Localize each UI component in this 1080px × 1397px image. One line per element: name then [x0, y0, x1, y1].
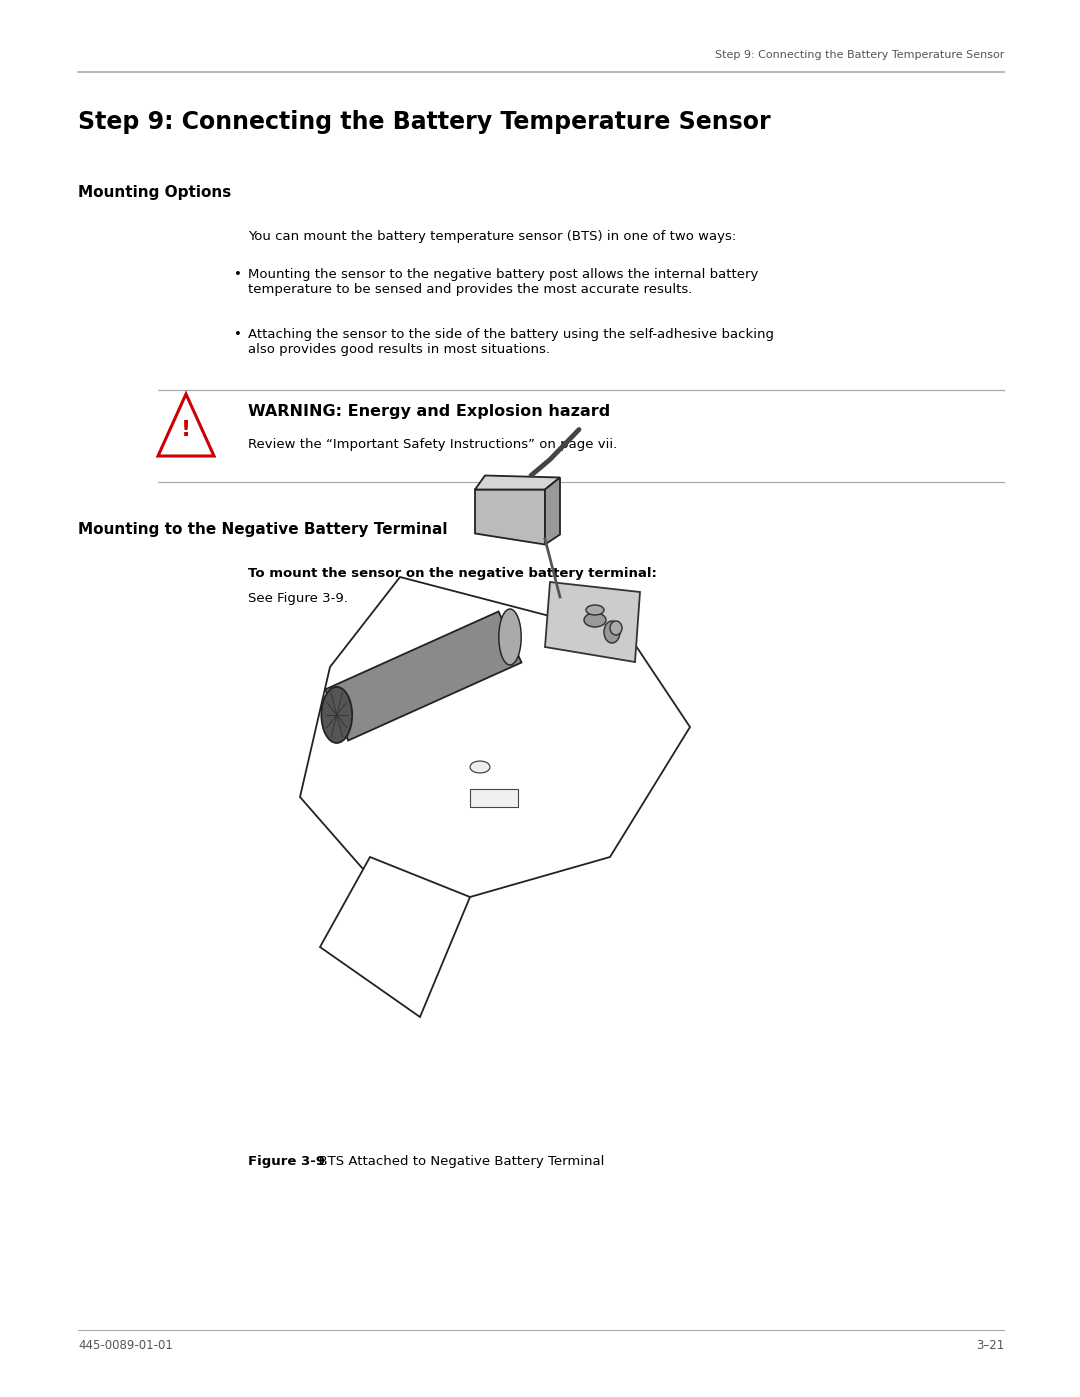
Ellipse shape — [604, 622, 620, 643]
Text: Mounting the sensor to the negative battery post allows the internal battery
tem: Mounting the sensor to the negative batt… — [248, 268, 758, 296]
Text: See Figure 3-9.: See Figure 3-9. — [248, 592, 348, 605]
Text: Step 9: Connecting the Battery Temperature Sensor: Step 9: Connecting the Battery Temperatu… — [715, 50, 1004, 60]
Ellipse shape — [322, 687, 352, 743]
Ellipse shape — [584, 613, 606, 627]
Polygon shape — [300, 577, 690, 897]
Polygon shape — [475, 475, 561, 489]
Text: Step 9: Connecting the Battery Temperature Sensor: Step 9: Connecting the Battery Temperatu… — [78, 110, 771, 134]
Polygon shape — [545, 478, 561, 545]
Polygon shape — [475, 489, 545, 545]
Text: 3–21: 3–21 — [975, 1338, 1004, 1352]
Text: !: ! — [181, 420, 191, 440]
Ellipse shape — [586, 605, 604, 615]
Ellipse shape — [499, 609, 522, 665]
Text: Mounting Options: Mounting Options — [78, 184, 231, 200]
Polygon shape — [545, 583, 640, 662]
Text: Attaching the sensor to the side of the battery using the self-adhesive backing
: Attaching the sensor to the side of the … — [248, 328, 774, 356]
Text: 445-0089-01-01: 445-0089-01-01 — [78, 1338, 173, 1352]
Text: Review the “Important Safety Instructions” on page vii.: Review the “Important Safety Instruction… — [248, 439, 618, 451]
Ellipse shape — [610, 622, 622, 636]
Polygon shape — [470, 789, 518, 807]
Text: To mount the sensor on the negative battery terminal:: To mount the sensor on the negative batt… — [248, 567, 657, 580]
Ellipse shape — [470, 761, 490, 773]
Text: You can mount the battery temperature sensor (BTS) in one of two ways:: You can mount the battery temperature se… — [248, 231, 737, 243]
Text: Figure 3-9: Figure 3-9 — [248, 1155, 325, 1168]
Text: •: • — [234, 268, 242, 281]
Text: WARNING: Energy and Explosion hazard: WARNING: Energy and Explosion hazard — [248, 404, 610, 419]
Text: •: • — [234, 328, 242, 341]
Polygon shape — [158, 394, 214, 455]
Text: Mounting to the Negative Battery Terminal: Mounting to the Negative Battery Termina… — [78, 522, 447, 536]
Polygon shape — [320, 856, 470, 1017]
Text: BTS Attached to Negative Battery Terminal: BTS Attached to Negative Battery Termina… — [310, 1155, 605, 1168]
Polygon shape — [325, 612, 522, 740]
